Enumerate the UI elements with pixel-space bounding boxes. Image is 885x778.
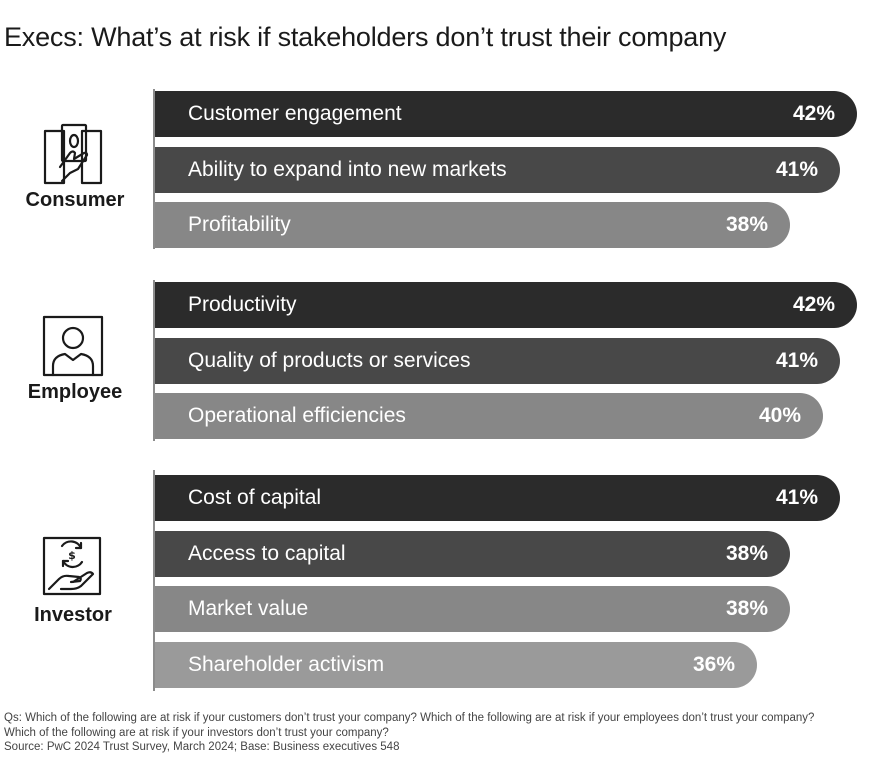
chart-title: Execs: What’s at risk if stakeholders do… (4, 22, 727, 52)
bar-consumer-2: Profitability 38% (155, 202, 790, 248)
footnote-question-2: Which of the following are at risk if yo… (4, 726, 389, 739)
bar-value-label: 41% (775, 486, 818, 509)
footnote-source: Source: PwC 2024 Trust Survey, March 202… (4, 741, 400, 753)
bar-value-label: 41% (775, 348, 818, 372)
bar-value-label: 38% (725, 213, 768, 236)
bar-value-label: 41% (775, 157, 818, 181)
bar-label: Access to capital (188, 541, 346, 565)
bar-label: Operational efficiencies (188, 404, 406, 427)
bar-value-label: 42% (792, 293, 835, 316)
svg-text:$: $ (68, 549, 76, 562)
bar-label: Shareholder activism (188, 652, 385, 676)
group-label-consumer: Consumer (25, 189, 125, 211)
bar-label: Cost of capital (188, 486, 322, 509)
bar-value-label: 38% (725, 597, 768, 620)
footnote-question-1: Qs: Which of the following are at risk i… (4, 712, 815, 724)
bar-investor-3: Shareholder activism 36% (155, 641, 757, 688)
axis-line-investor (153, 470, 155, 691)
bar-label: Quality of products or services (188, 348, 471, 372)
hand-dollar-coin-icon: $ (41, 535, 103, 602)
group-label-investor: Investor (34, 604, 112, 626)
group-label-employee: Employee (27, 381, 123, 403)
hand-holding-cash-icon (40, 123, 106, 194)
bar-investor-1: Access to capital 38% (155, 530, 790, 577)
bar-label: Productivity (188, 293, 297, 316)
bar-label: Profitability (188, 213, 291, 236)
bar-employee-1: Quality of products or services 41% (155, 337, 840, 384)
footnote: Qs: Which of the following are at risk i… (4, 711, 882, 755)
bar-investor-2: Market value 38% (155, 586, 790, 632)
bar-value-label: 38% (725, 541, 768, 565)
bar-consumer-1: Ability to expand into new markets 41% (155, 146, 840, 193)
bar-investor-0: Cost of capital 41% (155, 475, 840, 521)
bar-consumer-0: Customer engagement 42% (155, 91, 857, 137)
bar-employee-2: Operational efficiencies 40% (155, 393, 823, 439)
bar-label: Ability to expand into new markets (188, 157, 507, 181)
bar-value-label: 36% (692, 652, 735, 676)
bar-value-label: 42% (792, 102, 835, 125)
person-icon (41, 314, 105, 383)
axis-line-employee (153, 280, 155, 441)
bar-label: Market value (188, 597, 309, 620)
bar-label: Customer engagement (188, 102, 402, 125)
bar-value-label: 40% (758, 404, 801, 427)
bar-employee-0: Productivity 42% (155, 282, 857, 328)
axis-line-consumer (153, 89, 155, 249)
